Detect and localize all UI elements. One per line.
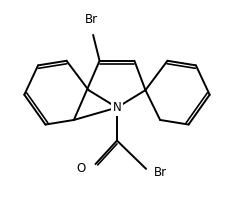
Text: Br: Br bbox=[154, 166, 167, 179]
Text: Br: Br bbox=[85, 13, 98, 26]
Text: O: O bbox=[76, 162, 85, 175]
Text: N: N bbox=[113, 101, 121, 114]
